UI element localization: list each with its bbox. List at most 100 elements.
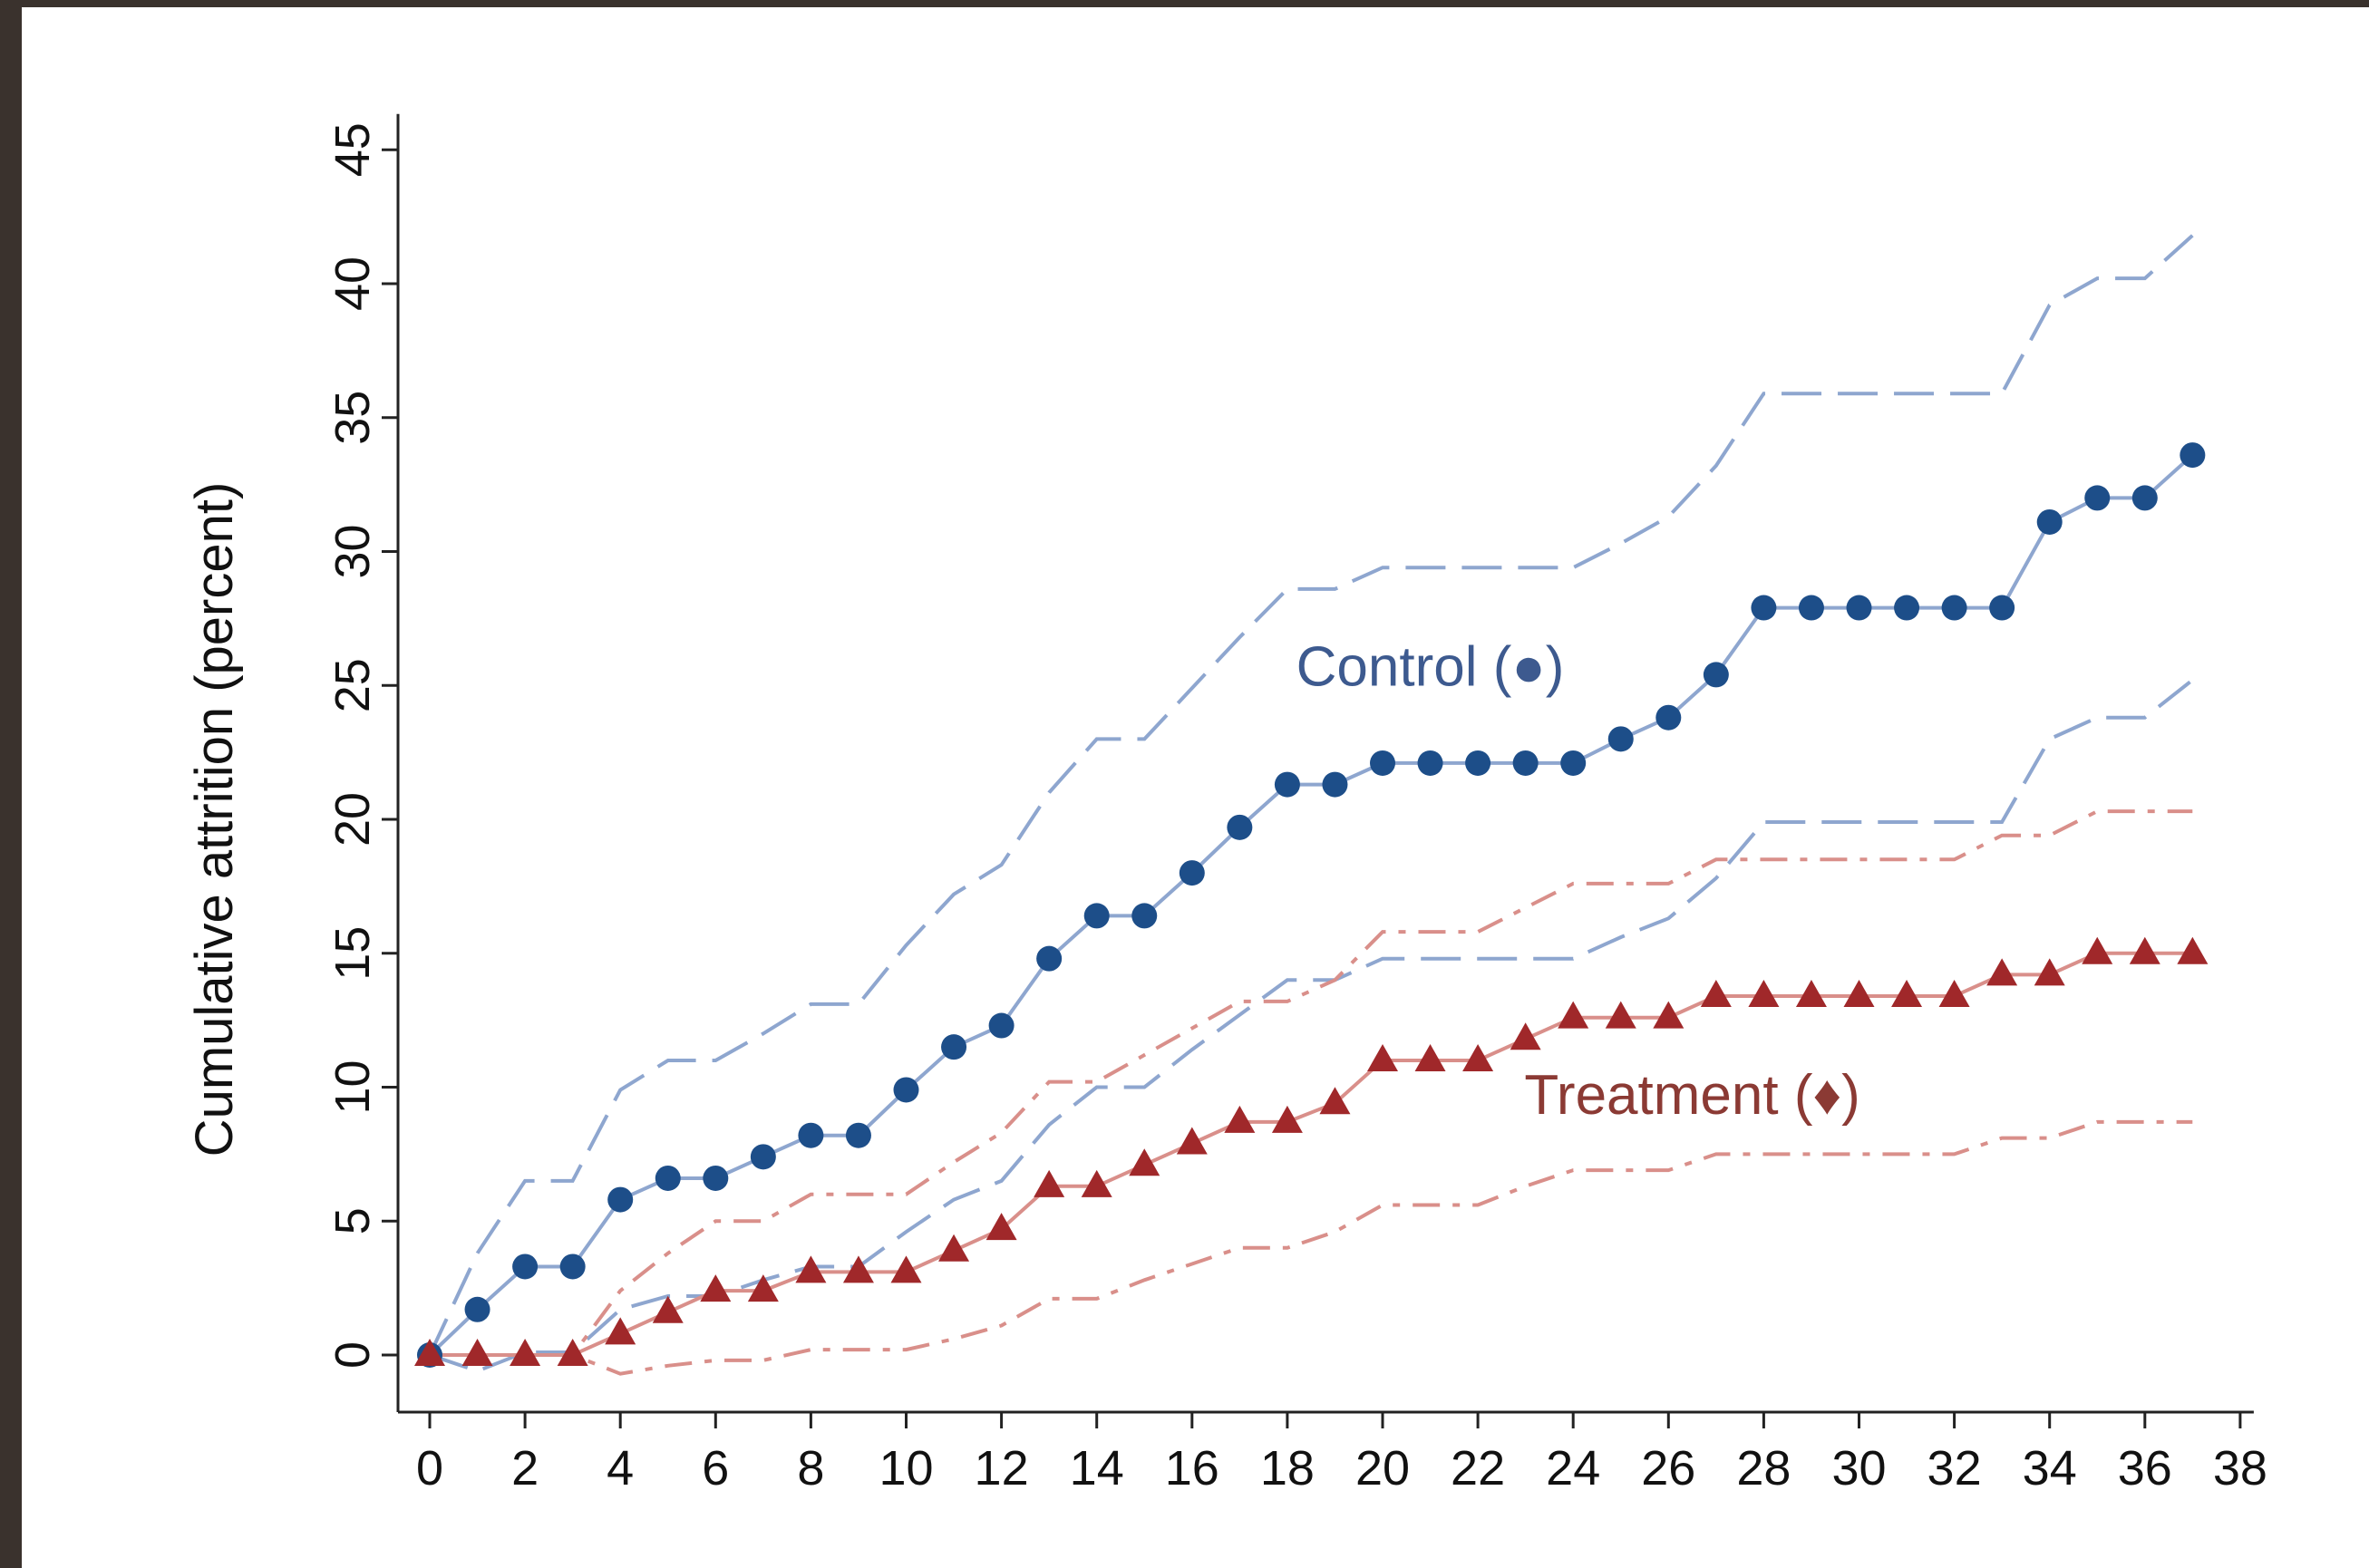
control-point bbox=[1751, 595, 1777, 621]
control-point bbox=[941, 1034, 967, 1060]
y-tick-label: 25 bbox=[325, 658, 380, 712]
y-tick-label: 20 bbox=[325, 792, 380, 847]
x-tick-label: 34 bbox=[2023, 1441, 2077, 1495]
treatment-point bbox=[1700, 980, 1732, 1008]
y-tick-label: 5 bbox=[325, 1207, 380, 1234]
treatment-point bbox=[1224, 1105, 1256, 1133]
treatment-point bbox=[1034, 1169, 1065, 1197]
control-point bbox=[1274, 771, 1300, 798]
treatment-point bbox=[1367, 1043, 1398, 1071]
x-tick-label: 30 bbox=[1831, 1441, 1886, 1495]
control-point bbox=[1083, 903, 1110, 929]
control-point bbox=[893, 1077, 919, 1103]
x-tick-label: 10 bbox=[879, 1441, 933, 1495]
treatment-point bbox=[1129, 1148, 1160, 1176]
control-point bbox=[1465, 750, 1491, 776]
x-tick-label: 6 bbox=[702, 1441, 729, 1495]
control-point bbox=[1370, 750, 1395, 776]
x-tick-label: 2 bbox=[511, 1441, 539, 1495]
treatment-point bbox=[795, 1255, 827, 1283]
x-tick-label: 18 bbox=[1260, 1441, 1315, 1495]
control-point bbox=[845, 1122, 871, 1148]
x-tick-label: 14 bbox=[1070, 1441, 1124, 1495]
control-point bbox=[1179, 860, 1205, 886]
confidence-bands bbox=[428, 234, 2194, 1376]
treatment-point bbox=[2034, 958, 2065, 986]
control-point bbox=[1989, 595, 2015, 621]
treatment-point bbox=[1271, 1105, 1303, 1133]
treatment-point bbox=[461, 1339, 493, 1366]
y-tick-label: 35 bbox=[325, 391, 380, 445]
treatment-point bbox=[557, 1339, 588, 1366]
treatment-point bbox=[1605, 1001, 1636, 1029]
control-point bbox=[798, 1122, 824, 1148]
control-point bbox=[2036, 508, 2063, 535]
treatment-ci-upper-line bbox=[430, 809, 2193, 1357]
y-tick-label: 0 bbox=[325, 1341, 380, 1369]
control-point bbox=[1703, 662, 1729, 688]
slide-page: 0 2 4 6 8 10 12 14 16 18 20 22 24 26 28 30 32 34 36 38 0 5 10 1… bbox=[22, 7, 2369, 1568]
control-point bbox=[1322, 771, 1348, 798]
control-point bbox=[2084, 485, 2111, 511]
control-point bbox=[1846, 595, 1872, 621]
treatment-point bbox=[510, 1339, 541, 1366]
x-tick-label: 24 bbox=[1546, 1441, 1600, 1495]
treatment-point bbox=[1462, 1043, 1494, 1071]
series-markers bbox=[414, 442, 2209, 1368]
y-tick-label: 45 bbox=[325, 122, 380, 177]
control-point bbox=[1417, 750, 1443, 776]
control-point bbox=[1036, 945, 1063, 972]
control-point bbox=[464, 1296, 490, 1322]
annotations: Control (●) Treatment (♦) bbox=[1296, 635, 1860, 1127]
control-point bbox=[559, 1253, 586, 1280]
x-tick-label: 16 bbox=[1165, 1441, 1219, 1495]
treatment-point bbox=[890, 1255, 922, 1283]
treatment-point bbox=[414, 1339, 445, 1366]
treatment-point bbox=[1653, 1001, 1685, 1029]
control-point bbox=[1560, 750, 1587, 776]
treatment-point bbox=[652, 1295, 684, 1323]
y-tick-label: 30 bbox=[325, 524, 380, 578]
control-point bbox=[703, 1165, 729, 1191]
control-point bbox=[607, 1186, 634, 1213]
y-tick-label: 40 bbox=[325, 256, 380, 311]
control-point bbox=[1512, 750, 1539, 776]
treatment-point bbox=[1176, 1127, 1208, 1155]
treatment-point bbox=[985, 1213, 1017, 1241]
treatment-point bbox=[2082, 936, 2113, 964]
x-tick-label: 12 bbox=[975, 1441, 1029, 1495]
x-tick-label: 4 bbox=[607, 1441, 634, 1495]
treatment-point bbox=[938, 1234, 970, 1262]
treatment-point bbox=[1843, 980, 1875, 1008]
control-point bbox=[1894, 595, 1920, 621]
treatment-point bbox=[2129, 936, 2160, 964]
attrition-chart: 0 2 4 6 8 10 12 14 16 18 20 22 24 26 28 30 32 34 36 3805101… bbox=[185, 113, 2267, 1495]
x-tick-label: 28 bbox=[1736, 1441, 1791, 1495]
treatment-point bbox=[1558, 1001, 1589, 1029]
x-tick-label: 20 bbox=[1355, 1441, 1410, 1495]
x-tick-label: 8 bbox=[797, 1441, 824, 1495]
x-tick-label: 32 bbox=[1927, 1441, 1982, 1495]
control-ci-upper-line bbox=[428, 234, 2194, 1356]
control-point bbox=[1941, 595, 1967, 621]
control-point bbox=[2180, 442, 2206, 469]
y-axis-label: Cumulative attrition (percent) bbox=[185, 482, 244, 1157]
y-tick-label: 10 bbox=[325, 1060, 380, 1114]
x-tick-label: 22 bbox=[1451, 1441, 1505, 1495]
control-point bbox=[2131, 485, 2158, 511]
treatment-point bbox=[1748, 980, 1780, 1008]
treatment-annotation: Treatment (♦) bbox=[1524, 1064, 1859, 1127]
treatment-point bbox=[1414, 1043, 1446, 1071]
treatment-point bbox=[605, 1317, 636, 1345]
control-point bbox=[1131, 903, 1158, 929]
treatment-point bbox=[747, 1274, 779, 1302]
treatment-point bbox=[1795, 980, 1827, 1008]
treatment-ci-lower-line bbox=[430, 1119, 2193, 1376]
control-annotation: Control (●) bbox=[1296, 635, 1565, 698]
control-point bbox=[1227, 814, 1253, 840]
x-tick-label: 36 bbox=[2118, 1441, 2172, 1495]
control-point bbox=[988, 1012, 1015, 1039]
treatment-point bbox=[1081, 1169, 1112, 1197]
y-tick-label: 15 bbox=[325, 926, 380, 981]
treatment-point bbox=[1510, 1022, 1541, 1050]
